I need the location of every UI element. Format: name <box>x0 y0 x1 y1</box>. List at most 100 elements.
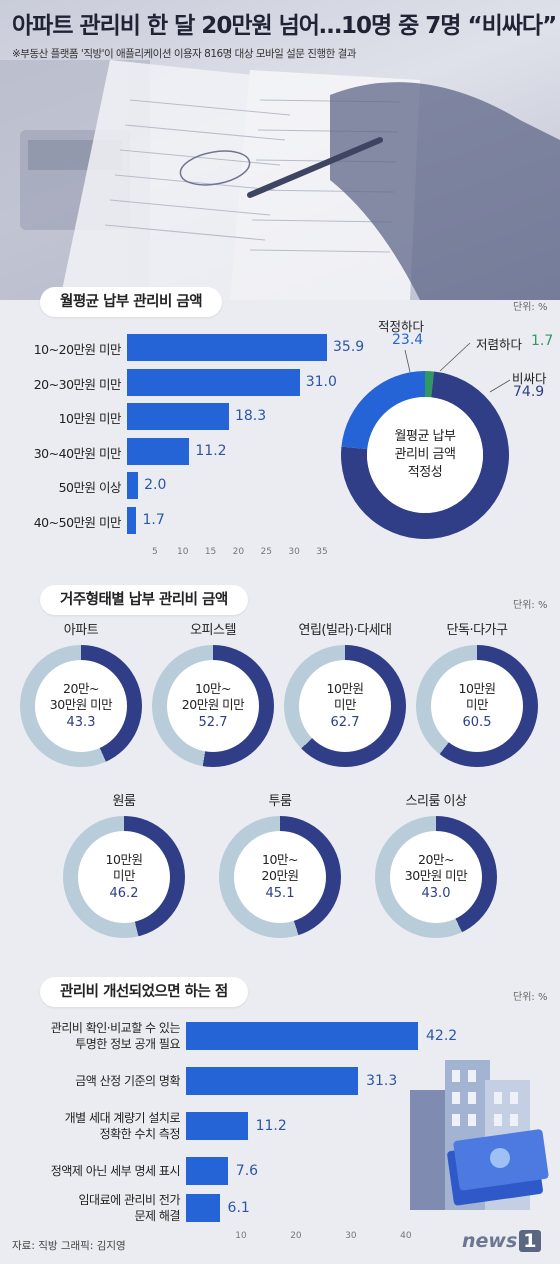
donut-center-label: 30만원 미만 <box>49 696 113 712</box>
x-tick: 20 <box>290 1231 302 1241</box>
housing-type-title: 거주형태별 납부 관리비 금액 <box>40 585 248 615</box>
x-tick: 40 <box>400 1231 412 1241</box>
housing-type-unit: 단위: % <box>513 600 548 611</box>
donut-value: 52.7 <box>198 714 228 730</box>
logo-badge: 1 <box>519 1230 541 1252</box>
bar-label-line: 투명한 정보 공개 필요 <box>75 1037 180 1051</box>
bar-value: 31.3 <box>366 1073 398 1089</box>
bar-label: 20~30만원 미만 <box>33 376 122 392</box>
bar <box>127 368 300 396</box>
bar <box>127 472 139 499</box>
donut-center: 10만원 미만 62.7 <box>299 660 391 752</box>
x-tick: 15 <box>204 547 217 557</box>
donut-center-label: 20만~ <box>63 680 99 696</box>
donut-title: 아파트 <box>63 623 99 638</box>
bar-value: 7.6 <box>235 1163 259 1179</box>
headline: 아파트 관리비 한 달 20만원 넘어…10명 중 7명 “비싸다” <box>12 13 557 39</box>
donut-value: 45.1 <box>265 885 295 901</box>
bar-label-line: 관리비 확인·비교할 수 있는 <box>50 1021 181 1035</box>
x-tick: 10 <box>176 547 189 557</box>
bar <box>127 506 137 534</box>
bar-label-line: 개별 세대 계량기 설치로 <box>64 1111 181 1125</box>
monthly-fee-unit: 단위: % <box>513 302 548 313</box>
monthly-fee-title: 월평균 납부 관리비 금액 <box>40 287 223 317</box>
donut-center-label: 30만원 미만 <box>404 867 468 883</box>
bar <box>186 1157 228 1185</box>
bar-label-line: 금액 산정 기준의 명확 <box>75 1074 180 1088</box>
bar <box>127 334 327 361</box>
donut-center: 10만원 미만 60.5 <box>431 660 523 752</box>
donut-value: 60.5 <box>462 714 492 730</box>
bar-value: 42.2 <box>426 1028 458 1044</box>
center-label-line: 월평균 납부 <box>394 429 456 444</box>
bar-value: 11.2 <box>195 442 227 459</box>
bar-value: 1.7 <box>142 511 165 528</box>
bar-label: 10~20만원 미만 <box>33 342 122 357</box>
donut-center-label: 미만 <box>333 696 357 712</box>
x-tick: 30 <box>345 1231 357 1241</box>
slice-value-cheap: 1.7 <box>531 333 554 349</box>
donut-center: 10만~ 20만원 45.1 <box>234 831 326 923</box>
bar-label: 30~40만원 미만 <box>33 445 122 461</box>
donut-center-label: 10만원 <box>458 680 496 696</box>
center-label-line: 관리비 금액 <box>394 447 456 462</box>
improvement-unit: 단위: % <box>513 992 548 1003</box>
center-label-line: 적정성 <box>407 465 443 480</box>
bar-label-line: 문제 해결 <box>134 1209 181 1223</box>
donut-center: 10만~ 20만원 미만 52.7 <box>167 660 259 752</box>
hero-illustration <box>0 0 560 300</box>
donut-center-label: 10만~ <box>262 851 298 867</box>
slice-label-expensive: 비싸다 <box>512 371 547 386</box>
news1-logo: news 1 <box>462 1230 541 1252</box>
donut-value: 46.2 <box>109 885 139 901</box>
source-credit: 자료: 직방 그래픽: 김지영 <box>12 1240 126 1252</box>
bar-value: 18.3 <box>234 408 267 424</box>
bar <box>127 403 229 430</box>
slice-value-expensive: 74.9 <box>513 384 545 400</box>
donut-center-label: 20만원 미만 <box>181 696 245 712</box>
bar-value: 11.2 <box>255 1118 287 1134</box>
donut-title: 스리룸 이상 <box>405 794 467 809</box>
leader-line <box>489 379 511 393</box>
bar-label: 금액 산정 기준의 명확 <box>5 1073 180 1089</box>
donut-center: 20만~ 30만원 미만 43.3 <box>35 660 127 752</box>
survey-note: ※부동산 플랫폼 '직방'이 애플리케이션 이용자 816명 대상 모바일 설문… <box>12 48 356 60</box>
donut-center-label: 10만원 <box>105 851 143 867</box>
bar <box>127 437 190 465</box>
slice-cheap <box>425 371 434 398</box>
improvement-title: 관리비 개선되었으면 하는 점 <box>40 977 248 1007</box>
bar-value: 6.1 <box>227 1200 250 1216</box>
donut-center: 20만~ 30만원 미만 43.0 <box>390 831 482 923</box>
donut-center-label: 10만원 <box>326 680 364 696</box>
donut-title: 단독·다가구 <box>446 623 508 638</box>
bar-value: 35.9 <box>333 339 365 355</box>
x-tick: 20 <box>232 547 245 557</box>
donut-center-label: 10만~ <box>195 680 231 696</box>
donut-title: 오피스텔 <box>190 623 236 638</box>
bar-label: 50만원 이상 <box>58 480 122 495</box>
bar-label: 40~50만원 미만 <box>33 514 122 530</box>
donut-center-label: 미만 <box>112 867 136 883</box>
bar-value: 2.0 <box>144 477 167 493</box>
x-tick: 25 <box>260 547 272 557</box>
leader-line <box>439 342 471 372</box>
donut-value: 43.3 <box>66 714 96 730</box>
bar-label: 10만원 미만 <box>58 411 122 426</box>
donut-center-label: 20만원 <box>261 867 299 883</box>
donut-title: 원룸 <box>112 794 136 809</box>
x-tick: 5 <box>151 547 158 557</box>
donut-value: 62.7 <box>330 714 360 730</box>
donut-value: 43.0 <box>421 885 451 901</box>
bar-value: 31.0 <box>305 373 337 390</box>
donut-center: 10만원 미만 46.2 <box>78 831 170 923</box>
donut-center-label: 20만~ <box>418 851 454 867</box>
bar-label: 정액제 아닌 세부 명세 표시 <box>5 1163 181 1179</box>
bar <box>186 1067 359 1095</box>
x-tick: 10 <box>235 1231 247 1241</box>
donut-title: 연립(빌라)·다세대 <box>298 623 393 638</box>
buildings-illustration <box>410 1060 549 1210</box>
leader-line <box>404 349 411 373</box>
bar-label-line: 정확한 수치 측정 <box>99 1127 181 1141</box>
